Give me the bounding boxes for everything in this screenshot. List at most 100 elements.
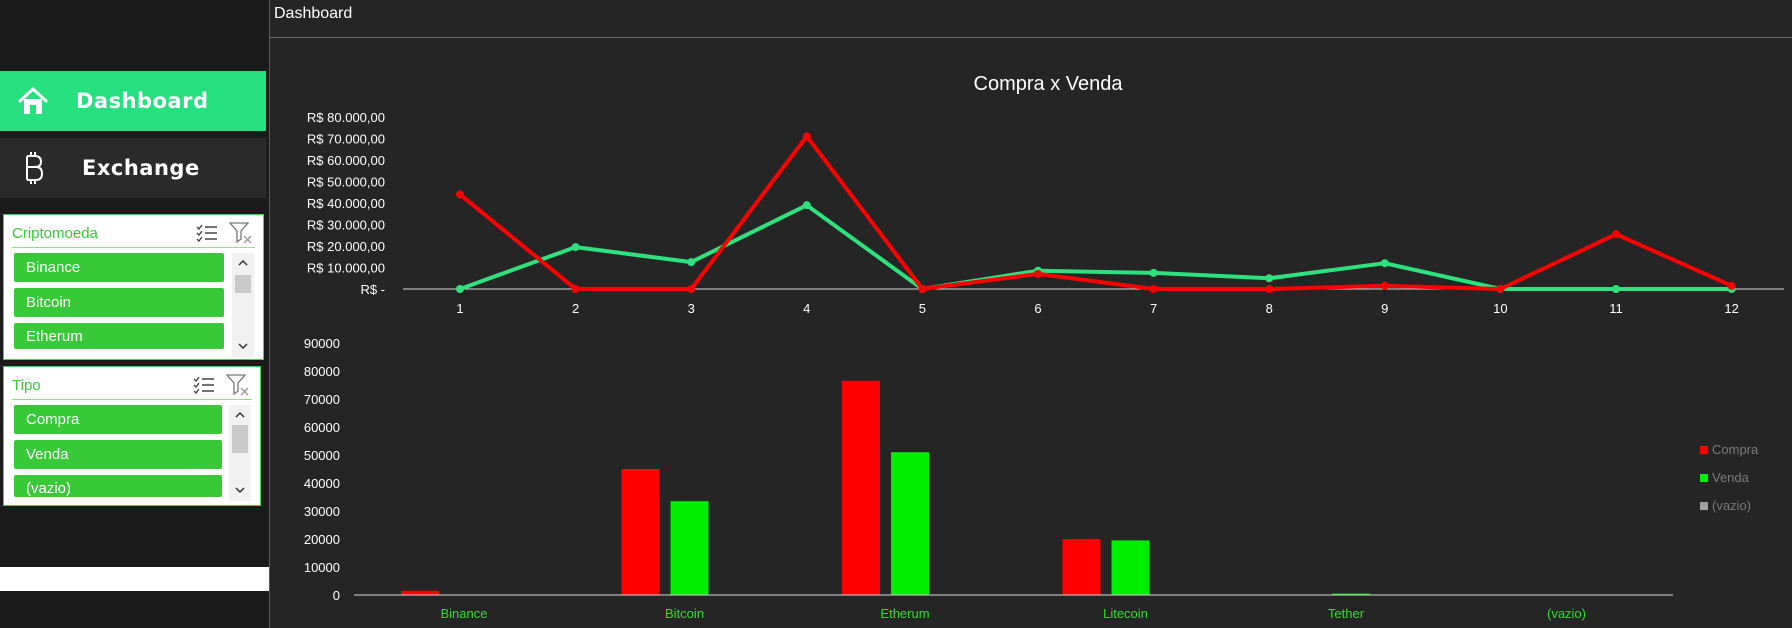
x-tick-label: 12 xyxy=(1724,301,1738,316)
slicer-item-compra[interactable]: Compra xyxy=(14,405,222,434)
slicer-header: Criptomoeda xyxy=(12,219,255,248)
data-point-compra xyxy=(1612,230,1620,239)
y-tick-label: R$ 50.000,00 xyxy=(307,175,385,190)
divider xyxy=(270,37,1792,38)
slicer-criptomoeda: Criptomoeda Binance Bitcoin Et xyxy=(3,214,264,360)
sidebar-bottom-bar xyxy=(0,567,269,591)
data-point-compra xyxy=(456,190,464,199)
legend-label: (vazio) xyxy=(1712,498,1751,513)
scroll-thumb[interactable] xyxy=(232,425,248,453)
line-chart[interactable]: Compra x Venda R$ - R$ 10.000,00 R$ 20.000… xyxy=(307,73,1784,316)
x-tick-label: 10 xyxy=(1493,301,1507,316)
y-tick-label: R$ 20.000,00 xyxy=(307,239,385,254)
y-tick-label: R$ 30.000,00 xyxy=(307,218,385,233)
slicer-tipo: Tipo Compra Venda (vazio) xyxy=(3,366,261,506)
y-tick-label: 0 xyxy=(333,588,340,603)
multi-select-icon[interactable] xyxy=(190,373,218,397)
bar-compra xyxy=(842,380,880,595)
y-tick-label: R$ 60.000,00 xyxy=(307,153,385,168)
legend-swatch xyxy=(1700,502,1708,510)
slicer-item-vazio[interactable]: (vazio) xyxy=(14,475,222,497)
y-tick-label: 20000 xyxy=(304,532,340,547)
bitcoin-icon xyxy=(0,138,66,198)
legend-label: Venda xyxy=(1712,470,1750,485)
data-point-compra xyxy=(1496,285,1505,293)
data-point-compra xyxy=(1149,285,1158,293)
scroll-up-icon[interactable] xyxy=(229,405,251,423)
slicer-scrollbar[interactable] xyxy=(229,405,251,501)
data-point-venda xyxy=(1612,285,1620,293)
legend-swatch xyxy=(1700,474,1708,482)
data-point-compra xyxy=(802,132,811,141)
bar-chart[interactable]: 0 10000 20000 30000 40000 50000 60000 70000 8000… xyxy=(304,336,1759,621)
x-tick-label: Binance xyxy=(441,606,488,621)
nav-dashboard-label: Dashboard xyxy=(76,89,209,113)
divider xyxy=(269,0,270,628)
y-tick-label: R$ 80.000,00 xyxy=(307,110,385,125)
data-point-venda xyxy=(802,201,811,210)
y-tick-label: R$ - xyxy=(360,282,385,297)
home-icon xyxy=(0,71,66,131)
x-tick-label: 1 xyxy=(456,301,463,316)
x-tick-label: 2 xyxy=(572,301,579,316)
slicer-item-etherum[interactable]: Etherum xyxy=(14,323,224,349)
bar-venda xyxy=(891,452,929,595)
y-tick-label: 10000 xyxy=(304,560,340,575)
data-point-venda xyxy=(456,285,464,293)
data-point-compra xyxy=(918,285,927,293)
y-tick-label: 50000 xyxy=(304,448,340,463)
slicer-title: Tipo xyxy=(12,376,41,394)
x-tick-label: 5 xyxy=(919,301,926,316)
y-tick-label: R$ 40.000,00 xyxy=(307,196,385,211)
x-tick-label: 9 xyxy=(1381,301,1388,316)
data-point-venda xyxy=(571,243,580,252)
x-tick-label: Litecoin xyxy=(1103,606,1148,621)
x-tick-label: Bitcoin xyxy=(665,606,704,621)
x-tick-label: Tether xyxy=(1328,606,1365,621)
y-tick-label: 60000 xyxy=(304,420,340,435)
data-point-venda xyxy=(687,258,696,267)
nav-dashboard-button[interactable]: Dashboard xyxy=(0,71,266,131)
scroll-down-icon[interactable] xyxy=(229,481,251,499)
clear-filter-icon[interactable] xyxy=(224,373,252,397)
x-tick-label: 6 xyxy=(1034,301,1041,316)
slicer-item-list: Binance Bitcoin Etherum xyxy=(14,253,224,349)
y-tick-label: R$ 10.000,00 xyxy=(307,261,385,276)
data-point-venda xyxy=(1149,268,1158,277)
y-tick-label: 80000 xyxy=(304,364,340,379)
y-tick-label: 30000 xyxy=(304,504,340,519)
slicer-title: Criptomoeda xyxy=(12,224,98,242)
bar-compra xyxy=(1062,539,1101,595)
bar-venda xyxy=(1111,540,1150,595)
multi-select-icon[interactable] xyxy=(193,221,221,245)
y-tick-label: R$ 70.000,00 xyxy=(307,132,385,147)
legend-swatch xyxy=(1700,446,1708,454)
data-point-compra xyxy=(687,285,696,293)
data-point-compra xyxy=(1727,281,1736,290)
scroll-up-icon[interactable] xyxy=(232,253,254,271)
nav-exchange-button[interactable]: Exchange xyxy=(0,138,266,198)
data-point-compra xyxy=(1380,281,1389,290)
slicer-item-bitcoin[interactable]: Bitcoin xyxy=(14,288,224,317)
scroll-down-icon[interactable] xyxy=(232,337,254,355)
scroll-thumb[interactable] xyxy=(235,275,251,293)
x-tick-label: 7 xyxy=(1150,301,1157,316)
data-point-compra xyxy=(1034,269,1042,278)
clear-filter-icon[interactable] xyxy=(227,221,255,245)
slicer-item-list: Compra Venda (vazio) xyxy=(14,405,222,497)
data-point-venda xyxy=(1380,259,1389,268)
slicer-item-binance[interactable]: Binance xyxy=(14,253,224,282)
sidebar: Dashboard Exchange Criptomoeda xyxy=(0,0,269,628)
data-point-venda xyxy=(1265,274,1274,283)
bar-venda xyxy=(670,501,709,595)
page-title: Dashboard xyxy=(274,5,353,22)
slicer-scrollbar[interactable] xyxy=(232,253,254,357)
x-tick-label: (vazio) xyxy=(1547,606,1586,621)
series-line-compra xyxy=(458,134,1733,291)
slicer-item-venda[interactable]: Venda xyxy=(14,440,222,469)
y-tick-label: 90000 xyxy=(304,336,340,351)
y-tick-label: 40000 xyxy=(304,476,340,491)
x-tick-label: 4 xyxy=(803,301,810,316)
